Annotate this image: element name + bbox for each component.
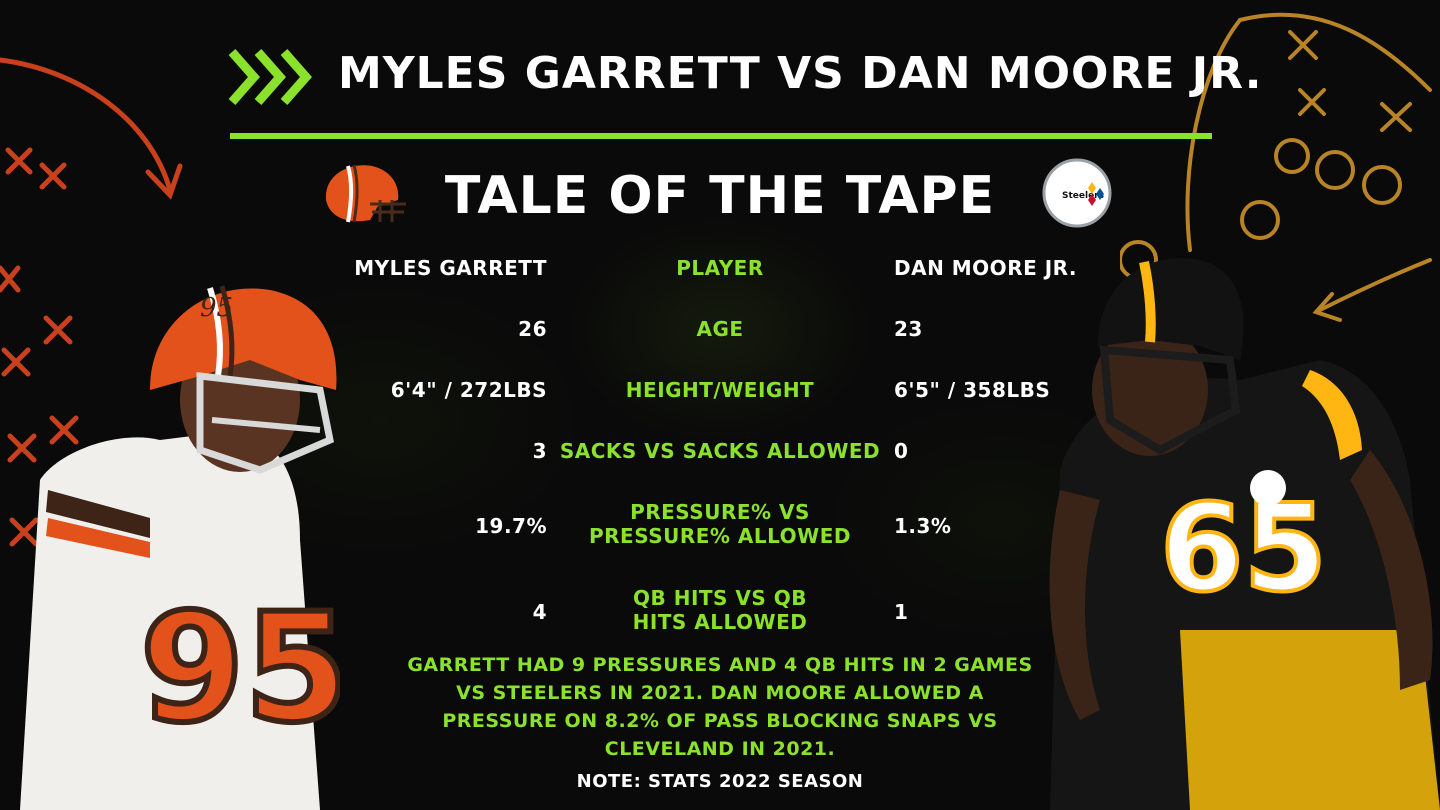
stat-left-age: 26 — [518, 317, 547, 341]
steelers-logo: Steelers — [1042, 158, 1112, 228]
stat-left-qb-hits: 4 — [532, 600, 547, 624]
header-left-player: MYLES GARRETT — [354, 256, 547, 280]
svg-text:95: 95 — [200, 293, 233, 323]
player-photo-garrett: 95 95 — [20, 285, 340, 810]
stat-label-sacks: SACKS VS SACKS ALLOWED — [559, 439, 881, 463]
stat-right-height-weight: 6'5" / 358LBS — [894, 378, 1051, 402]
jersey-number-right: 65 — [1160, 480, 1327, 619]
stat-left-sacks: 3 — [532, 439, 547, 463]
matchup-note: GARRETT HAD 9 PRESSURES AND 4 QB HITS IN… — [407, 654, 1033, 760]
stat-left-pressure: 19.7% — [475, 514, 547, 538]
stat-left-height-weight: 6'4" / 272LBS — [390, 378, 547, 402]
stat-right-age: 23 — [894, 317, 923, 341]
player-photo-moore: 65 — [1049, 258, 1440, 810]
stat-right-pressure: 1.3% — [894, 514, 952, 538]
chevrons-icon — [228, 49, 312, 105]
stat-label-pressure: PRESSURE% VS PRESSURE% ALLOWED — [588, 500, 851, 548]
header-right-player: DAN MOORE JR. — [894, 256, 1078, 280]
play-diagram-left — [0, 57, 183, 547]
stat-right-qb-hits: 1 — [894, 600, 909, 624]
stat-label-age: AGE — [696, 317, 744, 341]
play-diagram-right — [1120, 12, 1432, 322]
stat-label-qb-hits: QB HITS VS QB HITS ALLOWED — [632, 586, 808, 634]
page-subtitle: TALE OF THE TAPE — [444, 166, 996, 226]
stat-right-sacks: 0 — [894, 439, 909, 463]
browns-helmet-logo — [325, 164, 406, 223]
steelers-logo-text: Steelers — [1062, 191, 1104, 201]
title-underline — [230, 133, 1212, 139]
page-title: MYLES GARRETT VS DAN MOORE JR. — [338, 48, 1263, 99]
jersey-number-left: 95 — [140, 582, 340, 756]
stats-footnote: NOTE: STATS 2022 SEASON — [576, 771, 864, 792]
header-player-label: PLAYER — [676, 256, 764, 280]
stat-label-height-weight: HEIGHT/WEIGHT — [625, 378, 815, 402]
